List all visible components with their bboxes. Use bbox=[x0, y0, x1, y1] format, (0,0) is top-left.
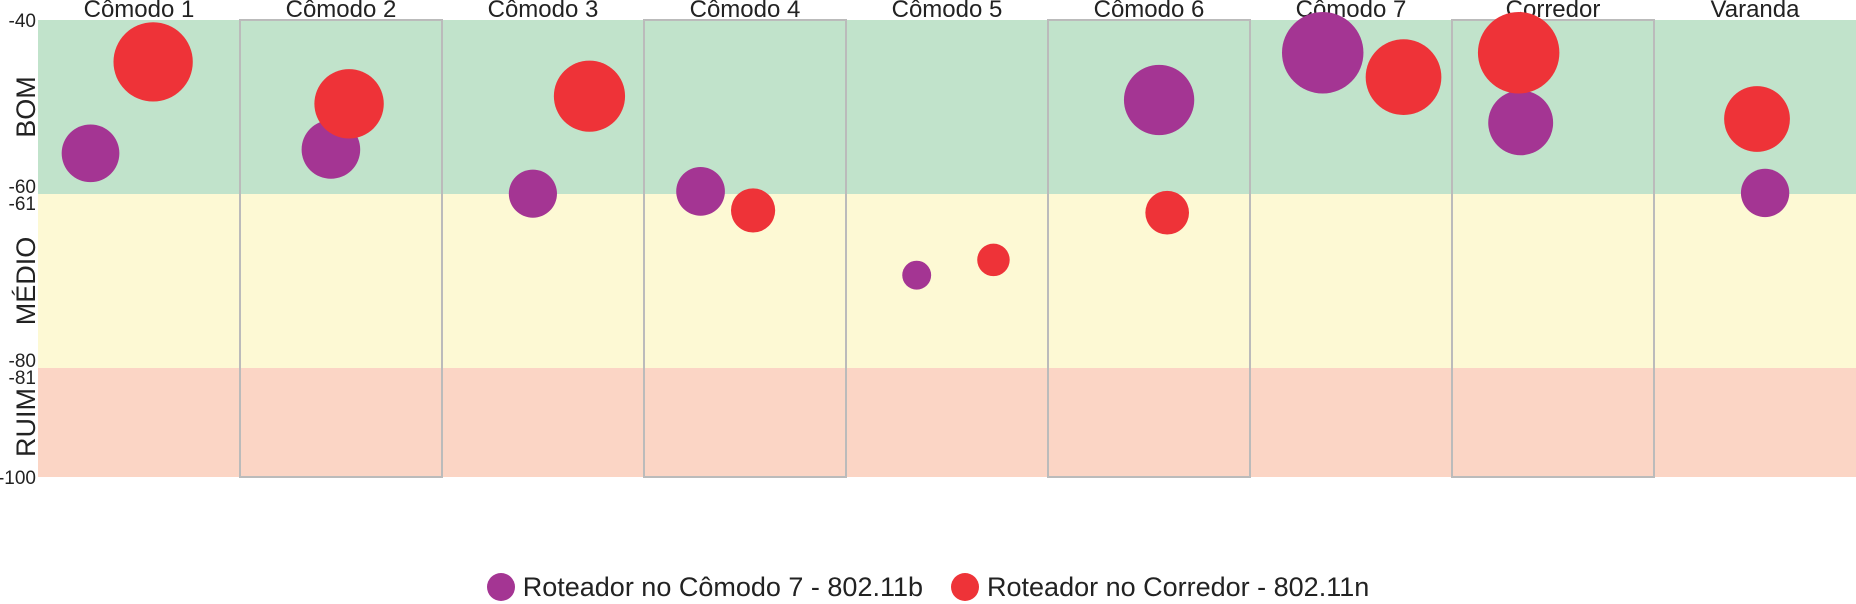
y-tick-label: -40 bbox=[9, 11, 36, 32]
category-label: Cômodo 3 bbox=[488, 0, 599, 23]
zone-label: RUIM bbox=[11, 388, 41, 457]
zones-layer: BOM MÉDIO RUIM bbox=[11, 20, 1856, 477]
category-label: Cômodo 4 bbox=[690, 0, 801, 23]
y-tick-label: -100 bbox=[0, 468, 36, 489]
data-point-series-2 bbox=[730, 188, 776, 233]
data-point-series-2 bbox=[314, 69, 384, 139]
zone-médio bbox=[38, 194, 1856, 368]
data-point-series-1 bbox=[1740, 168, 1790, 218]
data-point-series-2 bbox=[1365, 39, 1442, 115]
category-frame bbox=[643, 19, 847, 478]
category-frame bbox=[1047, 19, 1251, 478]
y-tick-label: -81 bbox=[9, 368, 36, 389]
zone-label: MÉDIO bbox=[11, 237, 41, 326]
category-label: Cômodo 1 bbox=[84, 0, 195, 23]
data-point-series-2 bbox=[977, 243, 1010, 277]
category-label: Varanda bbox=[1711, 0, 1801, 23]
data-point-series-1 bbox=[676, 167, 725, 216]
data-point-series-1 bbox=[1281, 12, 1364, 94]
zone-label: BOM bbox=[11, 76, 41, 138]
category-frames bbox=[239, 19, 1655, 478]
legend-item-series-2: Roteador no Corredor - 802.11n bbox=[951, 572, 1369, 603]
legend-label-series-2: Roteador no Corredor - 802.11n bbox=[987, 571, 1370, 602]
legend-item-series-1: Roteador no Cômodo 7 - 802.11b bbox=[486, 571, 924, 603]
data-point-series-1 bbox=[508, 169, 557, 218]
legend-marker-series-2 bbox=[951, 573, 980, 601]
data-point-series-2 bbox=[553, 60, 626, 132]
legend-label-series-1: Roteador no Cômodo 7 - 802.11b bbox=[522, 571, 924, 602]
category-frame bbox=[1451, 19, 1655, 478]
zone-ruim bbox=[38, 368, 1856, 477]
data-point-series-1 bbox=[1488, 90, 1554, 156]
y-axis: -40 -60-61 -80-81 -100 bbox=[0, 11, 36, 489]
y-tick-label: -61 bbox=[9, 194, 36, 215]
category-label: Cômodo 6 bbox=[1094, 0, 1205, 23]
y-tick-label: -80 bbox=[9, 351, 36, 372]
legend-marker-series-1 bbox=[486, 573, 515, 601]
category-labels: Cômodo 1 Cômodo 2 Cômodo 3 Cômodo 4 Cômodo 5… bbox=[84, 0, 1800, 23]
data-point-series-1 bbox=[1123, 64, 1195, 136]
data-point-series-2 bbox=[1477, 12, 1560, 94]
category-label: Cômodo 5 bbox=[892, 0, 1003, 23]
signal-chart: BOM MÉDIO RUIM -40 -60-61 -80-81 -100 Cômodo … bbox=[0, 0, 1856, 489]
data-point-series-1 bbox=[902, 260, 932, 290]
data-point-series-2 bbox=[113, 22, 193, 102]
data-point-series-1 bbox=[61, 124, 120, 183]
data-points bbox=[61, 12, 1790, 290]
legend: Roteador no Cômodo 7 - 802.11b Roteador … bbox=[0, 570, 1856, 604]
y-tick-label: -60 bbox=[9, 177, 36, 198]
category-label: Cômodo 2 bbox=[286, 0, 397, 23]
category-frame bbox=[239, 19, 443, 478]
data-point-series-2 bbox=[1145, 190, 1190, 235]
data-point-series-2 bbox=[1724, 86, 1790, 152]
